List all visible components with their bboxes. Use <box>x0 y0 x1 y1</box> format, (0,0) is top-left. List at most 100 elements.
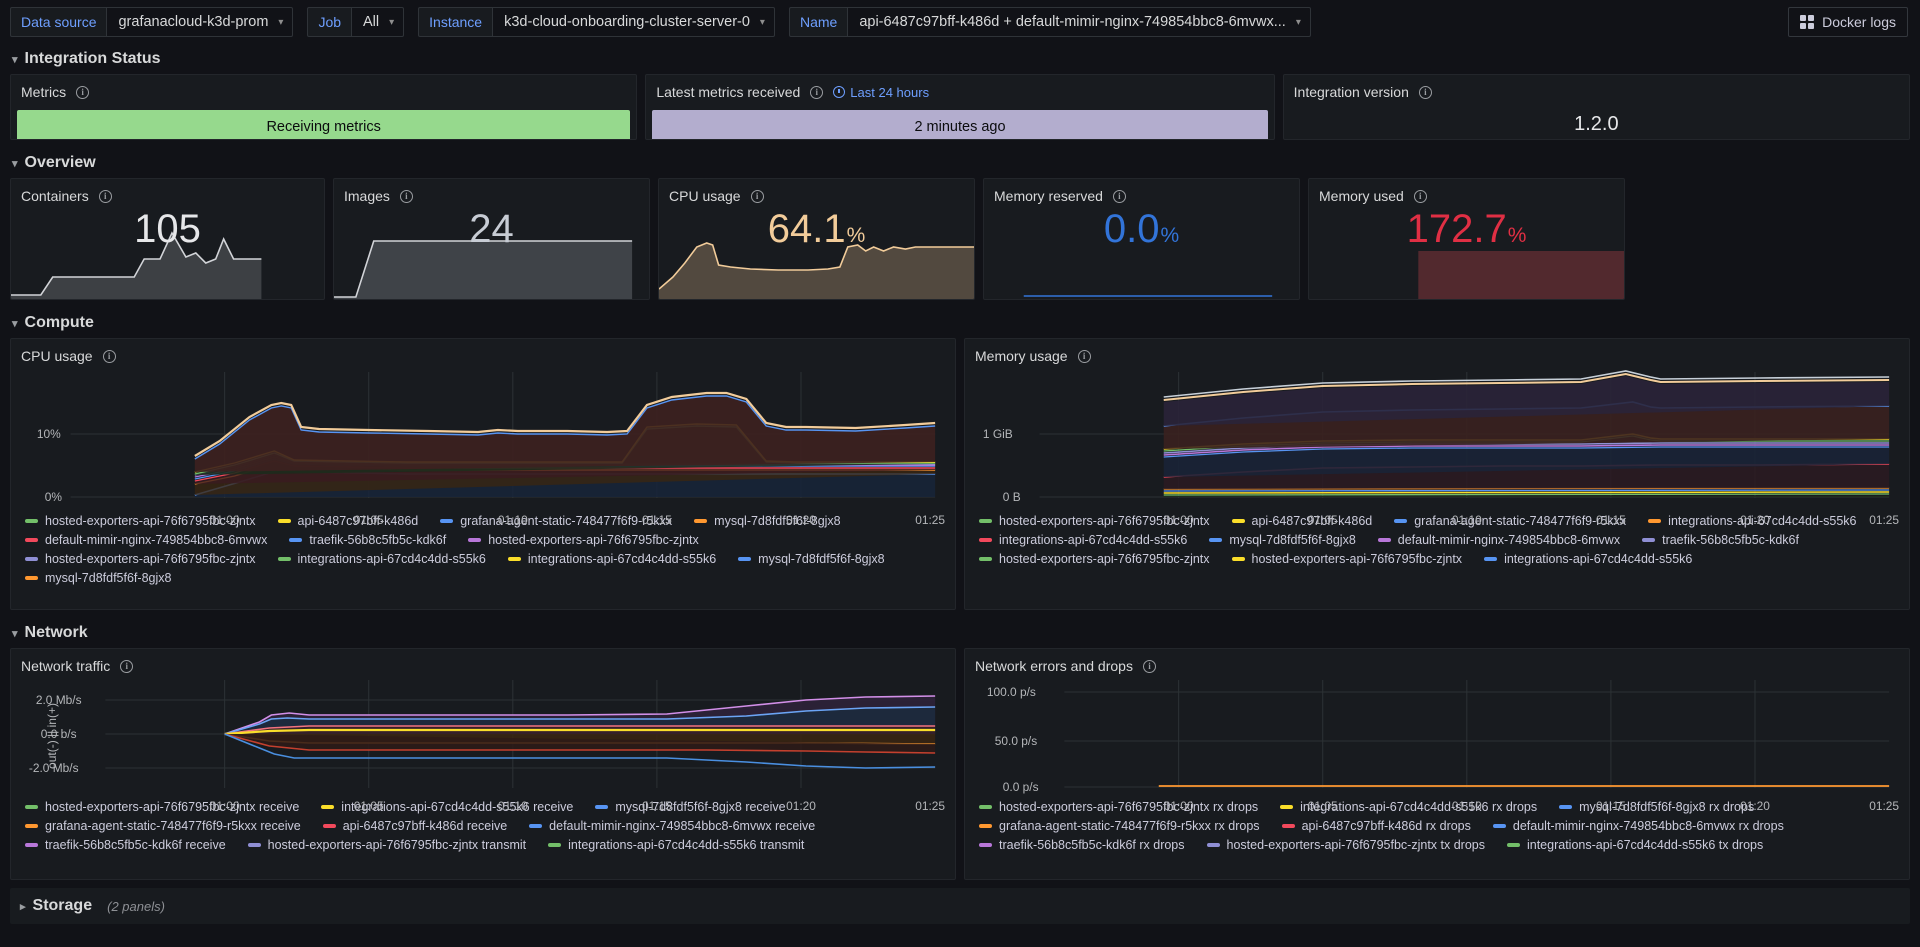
legend-item[interactable]: hosted-exporters-api-76f6795fbc-zjntx <box>468 533 699 547</box>
row-header-overview[interactable]: ▾ Overview <box>0 148 1920 178</box>
network-errors-plot[interactable]: 100.0 p/s 50.0 p/s 0.0 p/s 01:00 01:05 0… <box>965 674 1909 813</box>
legend-item-label: api-6487c97bff-k486d <box>297 514 419 528</box>
row-header-network[interactable]: ▾ Network <box>0 618 1920 648</box>
legend-item[interactable]: integrations-api-67cd4c4dd-s55k6 transmi… <box>548 838 804 852</box>
info-icon[interactable]: i <box>98 189 112 203</box>
docker-logs-label: Docker logs <box>1822 14 1896 30</box>
legend-item[interactable]: grafana-agent-static-748477f6f9-r5kxx <box>440 514 672 528</box>
legend-item[interactable]: default-mimir-nginx-749854bbc8-6mvwx <box>1377 533 1620 547</box>
legend-item[interactable]: mysql-7d8fdf5f6f-8gjx8 <box>1209 533 1356 547</box>
legend-color-swatch <box>25 538 38 542</box>
legend-item[interactable]: integrations-api-67cd4c4dd-s55k6 tx drop… <box>1506 838 1763 852</box>
legend-item[interactable]: grafana-agent-static-748477f6f9-r5kxx <box>1394 514 1626 528</box>
info-icon[interactable]: i <box>750 189 764 203</box>
legend-color-swatch <box>979 538 992 542</box>
legend-item[interactable]: api-6487c97bff-k486d <box>1231 514 1373 528</box>
panel-integration-version: Integration version i 1.2.0 <box>1282 74 1911 140</box>
legend-item[interactable]: api-6487c97bff-k486d receive <box>322 819 507 833</box>
compute-memory-legend: hosted-exporters-api-76f6795fbc-zjntx api… <box>965 512 1909 579</box>
legend-item[interactable]: grafana-agent-static-748477f6f9-r5kxx re… <box>25 819 301 833</box>
legend-item[interactable]: integrations-api-67cd4c4dd-s55k6 <box>1648 514 1856 528</box>
legend-item[interactable]: api-6487c97bff-k486d <box>277 514 419 528</box>
legend-item[interactable]: integrations-api-67cd4c4dd-s55k6 <box>277 552 486 566</box>
variable-job-select[interactable]: All ▾ <box>351 7 405 37</box>
legend-item[interactable]: mysql-7d8fdf5f6f-8gjx8 rx drops <box>1559 800 1754 814</box>
legend-color-swatch <box>1231 557 1245 561</box>
info-icon[interactable]: i <box>1112 189 1126 203</box>
svg-text:-2.0 Mb/s: -2.0 Mb/s <box>29 761 79 775</box>
panel-metrics-header: Metrics i <box>11 75 636 100</box>
panel-metrics: Metrics i Receiving metrics <box>10 74 638 140</box>
docker-logs-button[interactable]: Docker logs <box>1788 7 1908 37</box>
legend-item[interactable]: default-mimir-nginx-749854bbc8-6mvwx <box>25 533 267 547</box>
cpu-usage-sparkline <box>659 225 974 299</box>
legend-color-swatch <box>25 824 38 828</box>
compute-cpu-plot[interactable]: 10% 0% 01:00 01:05 01:10 01:15 01:20 01:… <box>11 364 955 527</box>
chevron-down-icon: ▾ <box>12 157 18 170</box>
legend-item[interactable]: default-mimir-nginx-749854bbc8-6mvwx rx … <box>1492 819 1784 833</box>
legend-item[interactable]: hosted-exporters-api-76f6795fbc-zjntx re… <box>25 800 299 814</box>
panel-cpu-usage-header: CPU usage i <box>659 179 974 204</box>
legend-item[interactable]: mysql-7d8fdf5f6f-8gjx8 <box>738 552 885 566</box>
network-traffic-plot[interactable]: out(-) || in(+) <box>11 674 955 813</box>
row-header-storage[interactable]: ▸ Storage (2 panels) <box>10 888 1910 924</box>
row-header-compute[interactable]: ▾ Compute <box>0 308 1920 338</box>
legend-color-swatch <box>1231 519 1245 523</box>
legend-item-label: grafana-agent-static-748477f6f9-r5kxx <box>1414 514 1627 528</box>
legend-item[interactable]: hosted-exporters-api-76f6795fbc-zjntx <box>25 552 256 566</box>
legend-item-label: mysql-7d8fdf5f6f-8gjx8 <box>714 514 841 528</box>
legend-item[interactable]: integrations-api-67cd4c4dd-s55k6 <box>507 552 716 566</box>
variable-name-select[interactable]: api-6487c97bff-k486d + default-mimir-ngi… <box>847 7 1311 37</box>
legend-item[interactable]: hosted-exporters-api-76f6795fbc-zjntx <box>979 514 1210 528</box>
info-icon[interactable]: i <box>1418 85 1432 99</box>
variable-datasource-select[interactable]: grafanacloud-k3d-prom ▾ <box>106 7 294 37</box>
info-icon[interactable]: i <box>120 659 134 673</box>
row-header-integration-status[interactable]: ▾ Integration Status <box>0 44 1920 74</box>
legend-item-label: api-6487c97bff-k486d <box>1251 514 1373 528</box>
legend-item[interactable]: grafana-agent-static-748477f6f9-r5kxx rx… <box>979 819 1260 833</box>
panel-compute-memory-title: Memory usage <box>975 348 1068 364</box>
legend-item[interactable]: hosted-exporters-api-76f6795fbc-zjntx <box>979 552 1210 566</box>
legend-item[interactable]: mysql-7d8fdf5f6f-8gjx8 <box>25 571 171 585</box>
legend-color-swatch <box>979 519 992 523</box>
svg-text:01:15: 01:15 <box>642 799 672 813</box>
legend-item[interactable]: api-6487c97bff-k486d rx drops <box>1281 819 1471 833</box>
panel-time-range[interactable]: Last 24 hours <box>833 85 929 100</box>
dashboard-variable-bar: Data source grafanacloud-k3d-prom ▾ Job … <box>0 0 1920 44</box>
legend-item[interactable]: traefik-56b8c5fb5c-kdk6f receive <box>25 838 226 852</box>
legend-item[interactable]: default-mimir-nginx-749854bbc8-6mvwx rec… <box>529 819 815 833</box>
legend-color-swatch <box>277 557 291 561</box>
svg-text:01:20: 01:20 <box>1740 799 1770 813</box>
legend-item[interactable]: hosted-exporters-api-76f6795fbc-zjntx <box>25 514 256 528</box>
legend-item[interactable]: hosted-exporters-api-76f6795fbc-zjntx tx… <box>1206 838 1485 852</box>
legend-item[interactable]: integrations-api-67cd4c4dd-s55k6 <box>979 533 1187 547</box>
memory-used-sparkline <box>1309 225 1624 299</box>
legend-item[interactable]: hosted-exporters-api-76f6795fbc-zjntx tr… <box>247 838 526 852</box>
chevron-right-icon: ▸ <box>20 900 26 913</box>
info-icon[interactable]: i <box>1413 189 1427 203</box>
compute-memory-plot[interactable]: 1 GiB 0 B 01:00 01:05 01:10 01:15 01:20 … <box>965 364 1909 527</box>
info-icon[interactable]: i <box>810 85 824 99</box>
legend-color-swatch <box>289 538 303 542</box>
legend-color-swatch <box>25 557 38 561</box>
legend-item[interactable]: integrations-api-67cd4c4dd-s55k6 <box>1484 552 1692 566</box>
svg-text:01:00: 01:00 <box>1164 799 1194 813</box>
legend-item[interactable]: mysql-7d8fdf5f6f-8gjx8 receive <box>595 800 786 814</box>
panel-compute-memory-usage: Memory usage i <box>964 338 1910 610</box>
legend-item[interactable]: traefik-56b8c5fb5c-kdk6f <box>289 533 446 547</box>
legend-item[interactable]: mysql-7d8fdf5f6f-8gjx8 <box>694 514 841 528</box>
legend-item-label: hosted-exporters-api-76f6795fbc-zjntx <box>1251 552 1463 566</box>
variable-instance-select[interactable]: k3d-cloud-onboarding-cluster-server-0 ▾ <box>492 7 775 37</box>
legend-item[interactable]: integrations-api-67cd4c4dd-s55k6 rx drop… <box>1280 800 1537 814</box>
legend-color-swatch <box>1206 843 1220 847</box>
info-icon[interactable]: i <box>1142 659 1156 673</box>
legend-item[interactable]: hosted-exporters-api-76f6795fbc-zjntx rx… <box>979 800 1258 814</box>
legend-item[interactable]: traefik-56b8c5fb5c-kdk6f rx drops <box>979 838 1185 852</box>
legend-item[interactable]: hosted-exporters-api-76f6795fbc-zjntx <box>1231 552 1463 566</box>
info-icon[interactable]: i <box>76 85 90 99</box>
legend-item[interactable]: traefik-56b8c5fb5c-kdk6f <box>1642 533 1799 547</box>
info-icon[interactable]: i <box>399 189 413 203</box>
info-icon[interactable]: i <box>1077 349 1091 363</box>
info-icon[interactable]: i <box>102 349 116 363</box>
legend-item[interactable]: integrations-api-67cd4c4dd-s55k6 receive <box>321 800 573 814</box>
